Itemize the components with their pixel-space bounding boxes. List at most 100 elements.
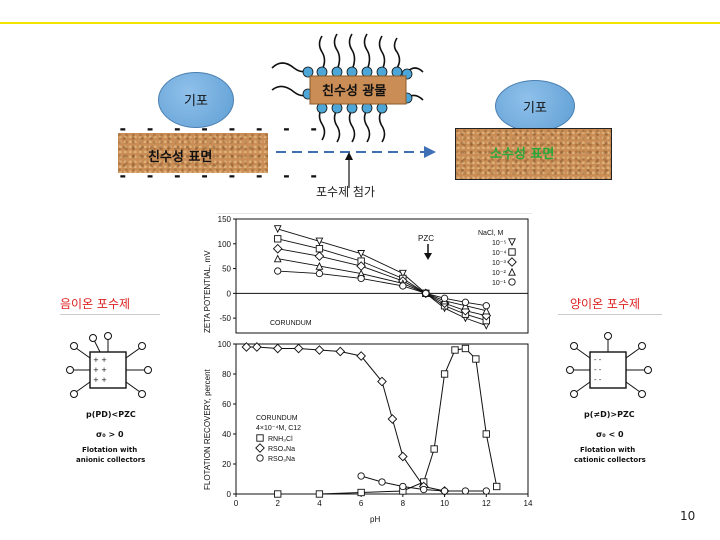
recovery-xtick-label: 2 (275, 499, 280, 508)
recovery-inner-label-2: 4×10⁻⁴M, C12 (256, 425, 301, 432)
zeta-data-point (440, 294, 449, 302)
recovery-data-point (440, 370, 449, 378)
recovery-xtick-label: 14 (524, 499, 533, 508)
anionic-collector-label: 음이온 포수제 (60, 297, 131, 311)
right-sigma: σ₀ < 0 (596, 430, 624, 439)
svg-text:- -: - - (594, 356, 602, 364)
svg-text:+ +: + + (93, 366, 107, 374)
zeta-data-point (273, 254, 282, 263)
recovery-legend-marker (256, 454, 264, 462)
recovery-data-point (430, 445, 438, 453)
recovery-legend: RNH₃Cl RSO₄Na RSO₃Na (255, 434, 295, 463)
svg-text:- -: - - (594, 376, 602, 384)
recovery-series-line (277, 347, 498, 495)
recovery-data-point (420, 485, 428, 494)
hydrophilic-surface-label: 친수성 표면 (148, 150, 213, 165)
left-caption-2: anionic collectors (76, 456, 146, 464)
anionic-underline (60, 314, 160, 315)
cationic-underline (558, 314, 662, 315)
recovery-data-point (357, 472, 365, 480)
recovery-xticks: 0 2 4 6 8 10 12 14 (234, 494, 533, 508)
zeta-data-point (315, 261, 324, 270)
recovery-series (241, 342, 501, 498)
recovery-ytick-label: 40 (222, 430, 231, 439)
zeta-ytick-label: -50 (219, 314, 231, 323)
recovery-data-point (335, 346, 346, 357)
recovery-ytick-label: 80 (222, 370, 231, 379)
hydrophobic-surface-block (455, 128, 612, 180)
recovery-xtick-label: 0 (234, 499, 239, 508)
recovery-data-point (461, 487, 470, 495)
recovery-data-point (357, 488, 365, 497)
recovery-data-point (451, 346, 459, 354)
zeta-data-point (482, 302, 490, 310)
recovery-data-point (461, 344, 470, 353)
dashed-arrow (276, 146, 436, 188)
left-particle-diagram: + + + + + + (66, 332, 152, 398)
recovery-data-point (482, 487, 490, 495)
zeta-data-point (398, 269, 407, 278)
zeta-data-point (315, 269, 324, 278)
zeta-ylabel: ZETA POTENTIAL, mV (203, 250, 212, 333)
recovery-data-point (315, 490, 324, 498)
surface-charge-top: - - - - - - - - (118, 119, 323, 138)
recovery-data-point (472, 355, 480, 363)
page-number: 10 (680, 509, 696, 523)
recovery-data-point (378, 478, 386, 486)
recovery-xlabel: pH (370, 515, 380, 524)
zeta-legend-label: 10⁻³ (492, 260, 506, 267)
recovery-xtick-label: 8 (401, 499, 406, 508)
recovery-data-point (493, 482, 501, 491)
zeta-legend-marker (508, 267, 516, 276)
zeta-data-point (315, 237, 324, 246)
top-accent-line (0, 22, 720, 24)
zeta-data-point (315, 245, 324, 253)
zeta-inner-label: CORUNDUM (270, 320, 312, 327)
recovery-data-point (241, 342, 252, 352)
recovery-legend-label: RSO₃Na (268, 456, 295, 463)
zeta-yticks: 150 100 50 0 -50 (218, 215, 236, 323)
right-particle-diagram: - - - - - - (566, 332, 652, 398)
zeta-series-line (277, 258, 487, 312)
recovery-yticks: 100 80 60 40 20 0 (218, 340, 236, 499)
hydrophobic-surface-label: 소수성 표면 (490, 147, 555, 162)
recovery-ylabel: FLOTATION RECOVERY, percent (203, 368, 212, 490)
zeta-legend-marker (508, 248, 516, 256)
zeta-legend-marker (508, 278, 516, 286)
zeta-data-point (273, 225, 282, 234)
zeta-data-point (272, 243, 283, 254)
recovery-xtick-label: 6 (359, 499, 364, 508)
left-bubble: 기포 (158, 72, 234, 128)
zeta-data-point (274, 235, 282, 243)
arrow-caption: 포수제 첨가 (316, 185, 376, 199)
recovery-ytick-label: 20 (222, 460, 231, 469)
zeta-data-point (482, 306, 491, 315)
recovery-data-point (272, 343, 283, 354)
recovery-legend-label: RSO₄Na (268, 446, 295, 453)
cationic-collector-label: 양이온 포수제 (570, 297, 641, 311)
zeta-ytick-label: 150 (218, 215, 232, 224)
recovery-data-point (274, 490, 282, 498)
zeta-potential-chart: ZETA POTENTIAL, mV 150 100 50 0 -50 PZC CORU… (203, 213, 532, 334)
hydrophilic-surface-block (118, 133, 268, 173)
zeta-legend-label: 10⁻¹ (492, 280, 506, 287)
recovery-data-point (399, 482, 407, 491)
recovery-inner-label-1: CORUNDUM (256, 415, 298, 422)
zeta-ytick-label: 50 (222, 265, 231, 274)
recovery-legend-label: RNH₃Cl (268, 436, 293, 443)
recovery-ytick-label: 60 (222, 400, 231, 409)
recovery-data-point (482, 430, 490, 438)
zeta-ytick-label: 0 (227, 289, 232, 298)
flotation-recovery-chart: FLOTATION RECOVERY, percent 100806040200… (203, 340, 533, 524)
zeta-legend-marker (508, 238, 516, 247)
zeta-legend-label: 10⁻⁴ (492, 250, 507, 257)
recovery-xtick-label: 12 (482, 499, 491, 508)
zeta-series (272, 225, 492, 330)
right-bubble: 기포 (495, 80, 575, 132)
svg-text:- -: - - (594, 366, 602, 374)
mineral-collector-diagram (271, 33, 424, 143)
left-condition: p(PD)<PZC (86, 410, 136, 419)
zeta-data-point (461, 298, 470, 306)
right-caption-1: Flotation with (580, 446, 636, 454)
zeta-data-point (314, 251, 325, 262)
